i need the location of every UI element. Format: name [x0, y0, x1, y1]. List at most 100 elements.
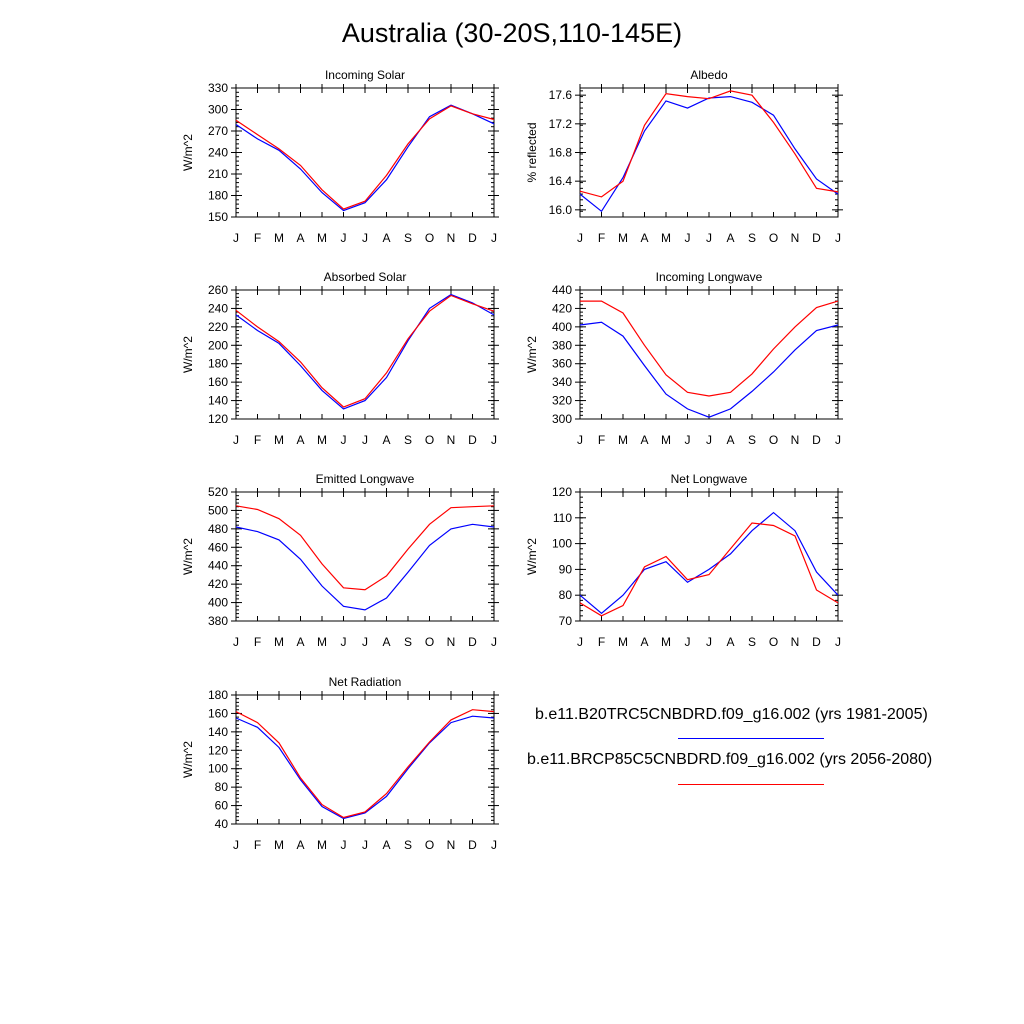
plot-frame	[235, 491, 495, 622]
series-line-2	[235, 105, 495, 210]
x-tick-label: F	[254, 838, 261, 852]
series-line-1	[579, 95, 839, 213]
x-tick-label: J	[233, 231, 239, 245]
y-tick-label: 180	[208, 357, 228, 371]
y-tick-label: 140	[208, 394, 228, 408]
x-tick-label: S	[404, 635, 412, 649]
series-line-2	[235, 294, 495, 408]
panel-title: Absorbed Solar	[324, 270, 407, 284]
series-line-2	[235, 709, 495, 819]
x-tick-label: D	[468, 635, 477, 649]
x-tick-label: J	[233, 433, 239, 447]
x-tick-label: J	[362, 231, 368, 245]
x-tick-label: O	[425, 838, 434, 852]
x-tick-label: A	[296, 838, 304, 852]
x-tick-label: A	[382, 635, 390, 649]
y-tick-label: 180	[208, 688, 228, 702]
legend-label-2: b.e11.BRCP85C5CNBDRD.f09_g16.002 (yrs 20…	[527, 751, 933, 768]
y-tick-label: 120	[552, 485, 572, 499]
x-tick-label: A	[382, 838, 390, 852]
x-tick-label: J	[685, 433, 691, 447]
x-tick-label: M	[618, 433, 628, 447]
x-tick-label: M	[661, 231, 671, 245]
y-tick-label: 240	[208, 301, 228, 315]
x-tick-label: N	[791, 231, 800, 245]
series-line-1	[579, 321, 839, 418]
y-axis-label: W/m^2	[181, 134, 195, 171]
plot-frame	[235, 289, 495, 420]
x-tick-label: J	[491, 231, 497, 245]
x-tick-label: D	[812, 433, 821, 447]
x-tick-label: M	[661, 433, 671, 447]
y-tick-label: 440	[208, 559, 228, 573]
x-tick-label: O	[769, 635, 778, 649]
series-line-1	[235, 104, 495, 212]
x-tick-label: O	[769, 231, 778, 245]
y-tick-label: 140	[208, 725, 228, 739]
x-tick-label: D	[812, 635, 821, 649]
y-tick-label: 300	[208, 103, 228, 117]
x-tick-label: A	[382, 231, 390, 245]
x-tick-label: J	[706, 635, 712, 649]
y-axis-label: W/m^2	[525, 538, 539, 575]
y-axis-label: W/m^2	[525, 336, 539, 373]
x-tick-label: D	[468, 433, 477, 447]
x-tick-label: O	[425, 231, 434, 245]
x-tick-label: S	[748, 231, 756, 245]
x-tick-label: F	[598, 231, 605, 245]
y-tick-label: 80	[215, 780, 229, 794]
y-tick-label: 40	[215, 817, 229, 831]
x-tick-label: N	[791, 635, 800, 649]
y-tick-label: 16.0	[549, 203, 573, 217]
x-tick-label: N	[447, 231, 456, 245]
x-tick-label: O	[425, 635, 434, 649]
x-tick-label: J	[577, 231, 583, 245]
panel-title: Net Longwave	[671, 472, 748, 486]
y-tick-label: 17.2	[549, 117, 573, 131]
x-tick-label: S	[748, 635, 756, 649]
y-tick-label: 160	[208, 375, 228, 389]
y-tick-label: 330	[208, 81, 228, 95]
x-tick-label: J	[577, 433, 583, 447]
series-line-1	[235, 523, 495, 611]
x-tick-label: M	[618, 635, 628, 649]
y-tick-label: 500	[208, 503, 228, 517]
y-axis-label: W/m^2	[181, 741, 195, 778]
x-tick-label: N	[447, 433, 456, 447]
y-tick-label: 70	[559, 614, 573, 628]
series-line-1	[235, 715, 495, 820]
x-tick-label: J	[685, 231, 691, 245]
y-tick-label: 300	[552, 412, 572, 426]
x-tick-label: J	[341, 838, 347, 852]
y-tick-label: 160	[208, 706, 228, 720]
x-tick-label: M	[317, 635, 327, 649]
x-tick-label: J	[685, 635, 691, 649]
x-tick-label: M	[274, 635, 284, 649]
x-tick-label: M	[274, 433, 284, 447]
x-tick-label: J	[362, 433, 368, 447]
y-tick-label: 90	[559, 562, 573, 576]
x-tick-label: O	[425, 433, 434, 447]
x-tick-label: J	[835, 635, 841, 649]
x-tick-label: J	[491, 433, 497, 447]
x-tick-label: M	[274, 838, 284, 852]
x-tick-label: N	[447, 635, 456, 649]
legend-line-1	[678, 738, 824, 739]
y-tick-label: 400	[552, 320, 572, 334]
x-tick-label: F	[598, 635, 605, 649]
x-tick-label: F	[598, 433, 605, 447]
y-tick-label: 420	[552, 301, 572, 315]
y-tick-label: 16.8	[549, 146, 573, 160]
series-line-2	[579, 522, 839, 617]
y-tick-label: 220	[208, 320, 228, 334]
x-tick-label: M	[274, 231, 284, 245]
x-tick-label: A	[726, 231, 734, 245]
x-tick-label: J	[341, 433, 347, 447]
y-tick-label: 210	[208, 167, 228, 181]
